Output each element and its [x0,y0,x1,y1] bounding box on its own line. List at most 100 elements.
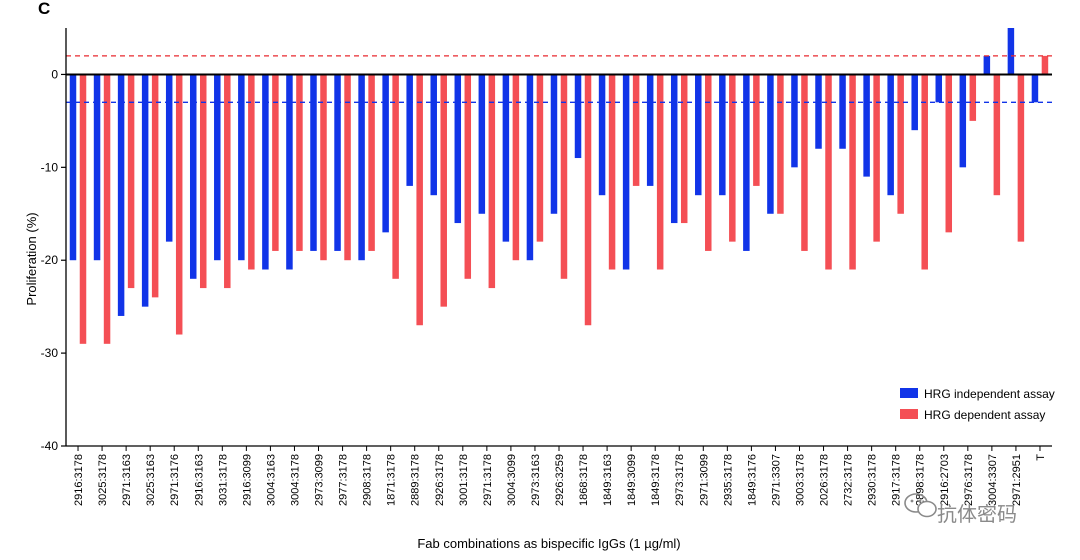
y-tick-label: 0 [51,67,58,81]
bar-dependent [151,74,159,298]
bar-dependent [416,74,423,326]
x-tick-label: 1868:3178 [578,454,590,506]
x-tick-label: 1849:3178 [650,454,662,506]
x-tick-label: 2917:3178 [891,454,903,506]
x-tick-label: 2908:3178 [362,454,374,506]
bar-dependent [825,74,832,270]
bar-independent [695,74,702,196]
bar-independent [454,74,462,224]
x-tick-label: 1849:3099 [626,454,638,506]
bar-dependent [753,74,760,186]
bar-dependent [897,74,904,214]
x-tick-label: T [1035,454,1047,461]
bar-dependent [368,74,375,251]
legend-swatch [900,388,918,398]
watermark-text: 抗体密码 [937,503,1017,526]
bar-dependent [224,74,231,289]
bar-independent [478,74,486,214]
x-tick-label: 2935:3178 [722,454,734,506]
bar-dependent [1041,55,1049,75]
bar-dependent [849,74,856,270]
y-axis-title: Proliferation (%) [24,212,39,305]
bar-independent [406,74,413,186]
bar-independent [526,74,534,261]
bar-independent [598,74,606,196]
bar-independent [743,74,750,251]
bar-dependent [873,74,880,242]
bar-independent [69,74,77,261]
bar-independent [165,74,173,242]
bar-dependent [512,74,520,261]
bar-dependent [921,74,928,270]
bar-dependent [464,74,472,279]
x-tick-label: 3004:3099 [506,454,518,506]
x-tick-label: 2916:2703 [939,454,951,506]
legend: HRG independent assay HRG dependent assay [900,387,1055,422]
bar-dependent [296,74,303,251]
x-tick-label: 3025:3163 [145,454,157,506]
bar-dependent [440,74,447,307]
bar-independent [574,74,582,159]
bar-dependent [608,74,616,270]
x-tick-label: 2973:3178 [674,454,686,506]
bar-independent [622,74,630,270]
x-tick-label: 3004:3307 [987,454,999,506]
bar-dependent [632,74,640,186]
bar-independent [358,74,365,261]
x-tick-label: 3003:3178 [794,454,806,506]
legend-label: HRG independent assay [924,387,1055,401]
bar-dependent [656,74,664,270]
panel-label: C [38,0,50,18]
x-tick-label: 2971:3163 [121,454,133,506]
x-tick-label: 2973:3099 [314,454,326,506]
bar-dependent [79,74,87,344]
x-tick-label: 2916:3163 [193,454,205,506]
bar-dependent [680,74,688,224]
bar-dependent [560,74,568,279]
x-tick-label: 3004:3163 [265,454,277,506]
bar-independent [117,74,125,316]
bar-independent [1031,74,1039,103]
x-tick-label: 3004:3178 [289,454,301,506]
plot-area: 0 -10 -20 -30 -40 2916:3178 3025:3178 2971:3163… [41,28,1052,506]
bar-independent [839,74,846,149]
bar-dependent [320,74,327,261]
x-tick-label: 3001:3178 [458,454,470,506]
bar-dependent [729,74,736,242]
bar-dependent [248,74,255,270]
x-tick-label: 1849:3176 [746,454,758,506]
bar-independent [863,74,870,177]
bar-dependent [584,74,592,326]
bar-independent [382,74,389,233]
bar-dependent [536,74,544,242]
x-tick-label: 2926:3259 [554,454,566,506]
bar-dependent [103,74,111,344]
bar-dependent [272,74,279,251]
bar-independent [286,74,293,270]
legend-label: HRG dependent assay [924,408,1045,422]
bar-independent [334,74,341,251]
bar-dependent [488,74,496,289]
bar-independent [502,74,510,242]
bar-independent [189,74,197,279]
bar-independent [238,74,245,261]
bar-dependent [945,74,953,233]
x-tick-label: 2977:3178 [338,454,350,506]
legend-swatch [900,409,918,419]
watermark: 抗体密码 [904,493,1017,526]
x-tick-label: 3031:3178 [217,454,229,506]
x-tick-label: 2898:3178 [915,454,927,506]
x-tick-label: 2976:3178 [963,454,975,506]
x-tick-label: 2971:3176 [169,454,181,506]
x-tick-label: 2971:2951 [1011,454,1023,506]
bar-independent [983,55,991,75]
bar-dependent [1017,74,1025,242]
bar-dependent [175,74,183,335]
bar-independent [670,74,678,224]
bar-independent [791,74,798,168]
bar-dependent [969,74,977,121]
bar-independent [767,74,774,214]
x-tick-label: 1871:3178 [386,454,398,506]
wechat-icon [904,493,937,518]
